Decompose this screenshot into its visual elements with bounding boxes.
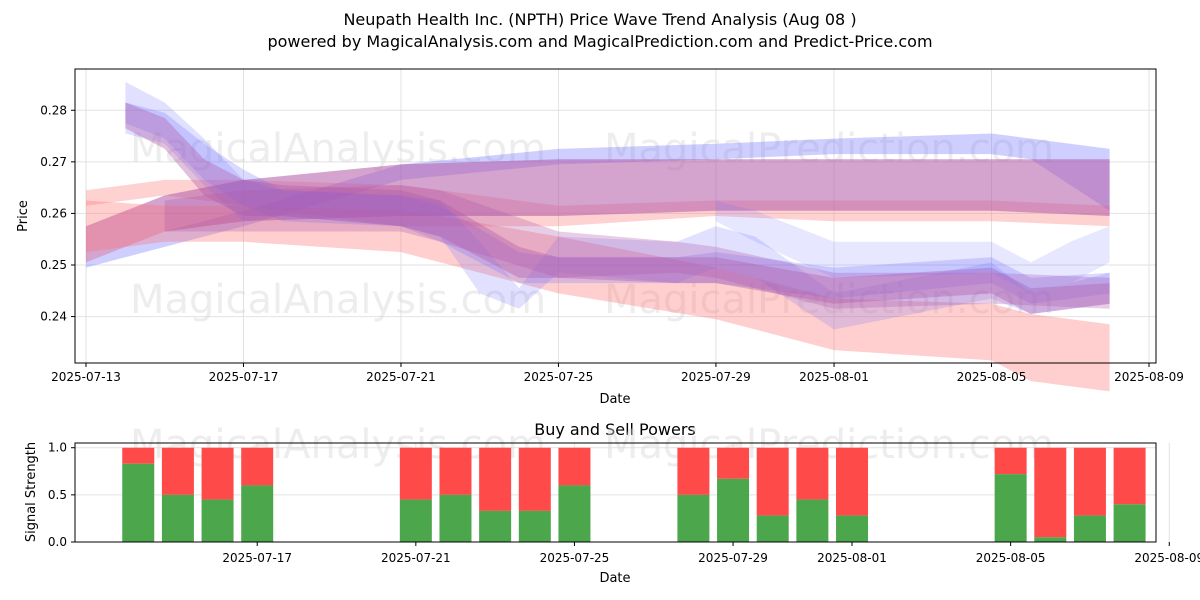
price-wave-band-purple [125,102,1110,314]
signal-x-tick-label: 2025-08-01 [817,551,887,565]
buy-power-bar [1073,515,1106,542]
price-wave-bands [86,81,1110,392]
buy-sell-bars [122,447,1146,542]
watermark-bottom-left: MagicalAnalysis.com [130,422,546,468]
buy-power-bar [518,510,551,542]
buy-sell-title: Buy and Sell Powers [534,420,696,439]
buy-power-bar [717,478,750,542]
sell-power-bar [1073,447,1106,516]
sell-power-bar [518,447,551,511]
buy-power-bar [796,499,829,542]
sell-power-bar [558,447,591,486]
sell-power-bar [756,447,789,516]
sell-power-bar [161,447,194,495]
signal-x-tick-label: 2025-07-17 [222,551,292,565]
price-wave-panel: MagicalAnalysis.com MagicalPrediction.co… [16,68,1184,407]
buy-power-bar [479,510,512,542]
price-wave-band-purple [164,185,1110,309]
signal-x-tick-label: 2025-07-29 [698,551,768,565]
buy-power-bar [558,485,591,542]
sell-power-bar [201,447,234,500]
chart-title: Neupath Health Inc. (NPTH) Price Wave Tr… [343,10,856,29]
watermark-mid-left: MagicalAnalysis.com [130,277,546,323]
buy-power-bar [994,474,1027,542]
price-wave-band-blue [715,200,1110,294]
price-y-tick-label: 0.28 [40,103,67,117]
sell-power-bar [717,447,750,479]
signal-plot-frame [74,442,1157,543]
chart-subtitle: powered by MagicalAnalysis.com and Magic… [267,32,932,51]
signal-y-tick-label: 0.0 [48,535,67,549]
signal-y-tick-label: 1.0 [48,441,67,455]
signal-x-tick-label: 2025-07-25 [540,551,610,565]
price-y-tick-label: 0.26 [40,206,67,220]
price-wave-band-red [86,200,1110,392]
watermark-bottom-right: MagicalPrediction.com [604,422,1054,468]
sell-power-bar [241,447,274,486]
buy-power-bar [756,515,789,542]
sell-power-bar [439,447,472,495]
sell-power-bar [122,447,155,464]
price-x-tick-label: 2025-08-05 [957,370,1027,384]
signal-y-tick-label: 0.5 [48,488,67,502]
price-plot-frame [74,68,1157,364]
price-wave-band-blue [125,102,1110,304]
price-wave-band-blue [125,81,1110,330]
price-x-axis: 2025-07-13 2025-07-17 2025-07-21 2025-07-25… [51,363,1184,384]
price-x-tick-label: 2025-08-01 [799,370,869,384]
signal-x-tick-label: 2025-08-09 [1134,551,1200,565]
sell-power-bar [994,447,1027,475]
signal-x-tick-label: 2025-08-05 [976,551,1046,565]
buy-power-bar [1034,537,1067,542]
watermark-mid-right: MagicalPrediction.com [604,277,1054,323]
buy-power-bar [677,494,710,542]
price-x-tick-label: 2025-07-17 [209,370,279,384]
price-y-tick-label: 0.24 [40,310,67,324]
buy-power-bar [836,515,869,542]
buy-power-bar [439,494,472,542]
sell-power-bar [1034,447,1067,538]
price-x-tick-label: 2025-07-21 [366,370,436,384]
price-x-tick-label: 2025-08-09 [1114,370,1184,384]
buy-sell-panel: Buy and Sell Powers MagicalAnalysis.com … [24,420,1200,586]
sell-power-bar [836,447,869,516]
buy-power-bar [241,485,274,542]
signal-y-label: Signal Strength [24,442,39,542]
price-x-label: Date [599,392,630,407]
buy-power-bar [122,463,155,542]
price-x-tick-label: 2025-07-25 [524,370,594,384]
price-y-tick-label: 0.27 [40,155,67,169]
signal-x-tick-label: 2025-07-21 [381,551,451,565]
sell-power-bar [399,447,432,500]
buy-power-bar [201,499,234,542]
signal-x-label: Date [599,571,630,586]
sell-power-bar [677,447,710,495]
buy-power-bar [161,494,194,542]
price-y-label: Price [16,200,31,232]
signal-y-axis: 0.0 0.5 1.0 [48,441,75,549]
sell-power-bar [796,447,829,500]
sell-power-bar [1113,447,1146,505]
price-y-axis: 0.24 0.25 0.26 0.27 0.28 [40,103,75,324]
buy-power-bar [399,499,432,542]
price-x-tick-label: 2025-07-13 [51,370,121,384]
price-wave-band-purple [86,159,1110,263]
signal-x-axis: 2025-07-17 2025-07-21 2025-07-25 2025-07-29… [222,542,1200,565]
price-y-tick-label: 0.25 [40,258,67,272]
buy-power-bar [1113,504,1146,542]
sell-power-bar [479,447,512,511]
price-x-tick-label: 2025-07-29 [681,370,751,384]
